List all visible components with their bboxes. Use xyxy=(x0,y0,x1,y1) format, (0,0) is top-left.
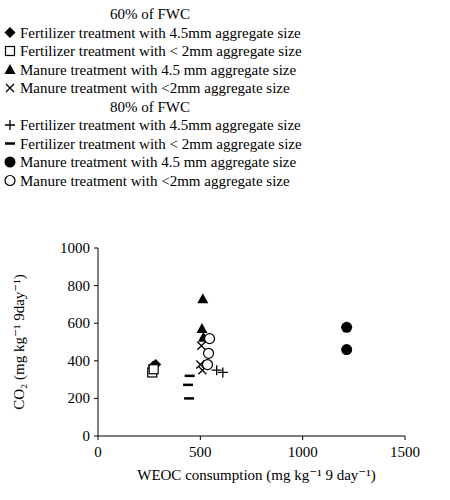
y-tick-label: 0 xyxy=(83,428,91,444)
point xyxy=(197,342,205,350)
x-tick-label: 0 xyxy=(94,444,102,460)
legend-marker xyxy=(5,64,16,74)
y-tick xyxy=(94,248,98,249)
x-axis-title: WEOC consumption (mg kg⁻¹ 9 day⁻¹) xyxy=(137,467,376,484)
point xyxy=(202,360,212,370)
legend: 60% of FWC Fertilizer treatment with 4.5m… xyxy=(5,6,303,189)
legend-marker xyxy=(5,27,16,38)
y-tick-label: 400 xyxy=(68,353,91,369)
y-tick xyxy=(94,360,98,361)
legend-label: Fertilizer treatment with < 2mm aggregat… xyxy=(20,136,302,152)
point xyxy=(341,322,352,333)
legend-group-title: 80% of FWC xyxy=(110,99,190,115)
legend-label: Manure treatment with <2mm aggregate siz… xyxy=(20,173,290,189)
legend-label: Fertilizer treatment with 4.5mm aggregat… xyxy=(20,117,301,133)
points xyxy=(148,293,352,398)
legend-marker xyxy=(6,84,14,92)
y-tick xyxy=(94,323,98,324)
y-tick-label: 1000 xyxy=(60,240,90,256)
point xyxy=(218,367,228,377)
x-tick-label: 1000 xyxy=(288,444,318,460)
legend-marker xyxy=(5,157,16,168)
x-tick xyxy=(302,436,303,440)
y-tick-label: 600 xyxy=(68,315,91,331)
point xyxy=(212,365,222,375)
y-tick xyxy=(94,285,98,286)
x-tick xyxy=(98,436,99,440)
legend-marker xyxy=(6,47,15,56)
point xyxy=(185,375,195,378)
legend-label: Manure treatment with 4.5 mm aggregate s… xyxy=(20,154,296,170)
legend-marker xyxy=(5,176,15,186)
point xyxy=(149,365,158,374)
legend-label: Manure treatment with <2mm aggregate siz… xyxy=(20,80,290,96)
x-tick xyxy=(200,436,201,440)
point xyxy=(205,334,215,344)
legend-label: Fertilizer treatment with 4.5mm aggregat… xyxy=(20,25,301,41)
axes: 0 200 400 600 800 1000 0 500 1000 1500 xyxy=(60,240,420,460)
y-tick-label: 200 xyxy=(68,390,91,406)
y-axis-title: CO₂ (mg kg⁻¹ 9day⁻¹) xyxy=(11,274,28,409)
y-tick-label: 800 xyxy=(68,278,91,294)
y-axis-line xyxy=(98,248,99,436)
legend-group-title: 60% of FWC xyxy=(110,6,190,22)
point xyxy=(197,293,208,303)
point xyxy=(204,348,214,358)
point xyxy=(341,344,352,355)
point xyxy=(196,323,207,333)
legend-marker xyxy=(5,120,15,130)
y-tick xyxy=(94,398,98,399)
x-tick xyxy=(405,436,406,440)
legend-label: Fertilizer treatment with < 2mm aggregat… xyxy=(20,43,302,59)
point xyxy=(184,397,194,400)
legend-marker xyxy=(5,142,15,145)
y-tick xyxy=(94,436,98,437)
point xyxy=(183,384,193,387)
legend-label: Manure treatment with 4.5 mm aggregate s… xyxy=(20,62,296,78)
x-tick-label: 500 xyxy=(189,444,212,460)
x-tick-label: 1500 xyxy=(390,444,420,460)
x-axis-line xyxy=(98,436,405,437)
chart: 60% of FWC Fertilizer treatment with 4.5m… xyxy=(0,0,450,500)
